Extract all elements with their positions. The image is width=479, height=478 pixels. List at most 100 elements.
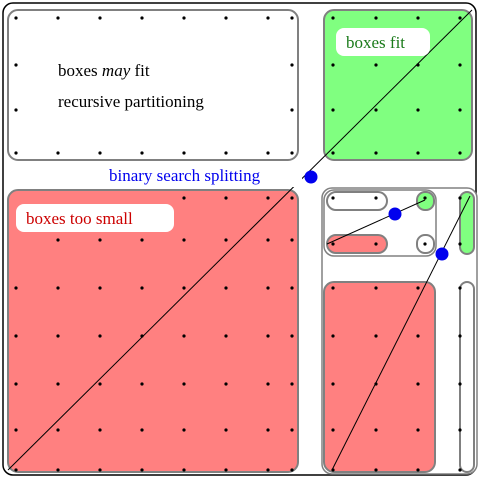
grid-dot	[98, 16, 102, 20]
grid-dot	[290, 196, 294, 200]
grid-dot	[98, 238, 102, 242]
grid-dot	[458, 16, 462, 20]
grid-dot	[98, 382, 102, 386]
split-point-sub	[388, 207, 402, 221]
diagonal-subbox-right	[331, 195, 471, 471]
grid-dot	[56, 468, 60, 472]
grid-dot	[182, 196, 186, 200]
region-too-small	[7, 189, 299, 473]
grid-dot	[140, 151, 144, 155]
grid-dot	[182, 16, 186, 20]
label-too-small-bg	[16, 204, 174, 232]
grid-dot	[224, 468, 228, 472]
grid-dot	[140, 382, 144, 386]
grid-dot	[290, 108, 294, 112]
subbox-frame-inner	[323, 189, 437, 257]
grid-dot	[331, 151, 335, 155]
grid-dot	[458, 242, 462, 246]
label-too-small: boxes too small	[26, 209, 133, 228]
subbox-green-top	[416, 191, 435, 211]
grid-dot	[374, 242, 378, 246]
grid-dot	[290, 238, 294, 242]
grid-dot	[458, 286, 462, 290]
grid-dot	[266, 16, 270, 20]
label-boxes-fit: boxes fit	[346, 33, 405, 52]
grid-dot	[290, 428, 294, 432]
grid-dot	[56, 286, 60, 290]
grid-dot	[331, 286, 335, 290]
grid-dot	[416, 108, 420, 112]
grid-dot	[14, 428, 18, 432]
grid-dot	[458, 151, 462, 155]
grid-dot	[458, 334, 462, 338]
label-boxes-fit-bg	[336, 28, 430, 56]
grid-dot	[374, 151, 378, 155]
label-may-fit: boxes may fit	[58, 61, 150, 80]
grid-dot	[182, 468, 186, 472]
grid-dot	[56, 16, 60, 20]
grid-dot	[224, 382, 228, 386]
grid-dot	[374, 468, 378, 472]
grid-dot	[266, 468, 270, 472]
grid-dot	[14, 16, 18, 20]
grid-dot	[458, 63, 462, 67]
grid-dot	[98, 428, 102, 432]
grid-dot	[98, 334, 102, 338]
grid-dot	[14, 468, 18, 472]
subbox-white-top	[326, 191, 388, 211]
grid-dot	[14, 63, 18, 67]
subbox-green-right	[459, 191, 475, 255]
grid-dot	[14, 151, 18, 155]
grid-dot	[182, 428, 186, 432]
diagonal-main	[7, 9, 473, 471]
subbox-red-bottom	[323, 281, 436, 473]
grid-dot	[331, 196, 335, 200]
grid-dot	[416, 334, 420, 338]
grid-dot	[458, 468, 462, 472]
grid-dot	[290, 468, 294, 472]
grid-dot	[14, 334, 18, 338]
grid-dot	[266, 286, 270, 290]
grid-dot	[416, 151, 420, 155]
grid-dot	[331, 428, 335, 432]
grid-dot	[56, 382, 60, 386]
grid-dot	[416, 468, 420, 472]
grid-dot	[290, 334, 294, 338]
grid-dot	[140, 428, 144, 432]
grid-dot	[416, 428, 420, 432]
grid-dot	[140, 16, 144, 20]
label-may-fit-pre: boxes	[58, 61, 102, 80]
grid-dot	[290, 16, 294, 20]
grid-dot	[416, 16, 420, 20]
grid-dot	[224, 196, 228, 200]
grid-dot	[331, 382, 335, 386]
grid-dot	[56, 151, 60, 155]
subbox-white-right	[459, 281, 475, 473]
grid-dot	[331, 242, 335, 246]
grid-dot	[374, 196, 378, 200]
label-binary-search-bg	[106, 163, 302, 187]
grid-dot	[416, 286, 420, 290]
grid-dot	[224, 151, 228, 155]
grid-dot	[266, 334, 270, 338]
grid-dot	[331, 16, 335, 20]
grid-dot	[14, 382, 18, 386]
grid-dot	[290, 382, 294, 386]
grid-dot	[331, 63, 335, 67]
grid-dots	[14, 16, 462, 472]
grid-dot	[98, 468, 102, 472]
grid-dot	[374, 334, 378, 338]
label-may-fit-post: fit	[130, 61, 150, 80]
grid-dot	[374, 108, 378, 112]
grid-dot	[374, 16, 378, 20]
grid-dot	[14, 108, 18, 112]
grid-dot	[140, 286, 144, 290]
grid-dot	[224, 16, 228, 20]
grid-dot	[266, 151, 270, 155]
grid-dot	[98, 151, 102, 155]
grid-dot	[56, 428, 60, 432]
grid-dot	[56, 334, 60, 338]
grid-dot	[182, 382, 186, 386]
grid-dot	[140, 238, 144, 242]
